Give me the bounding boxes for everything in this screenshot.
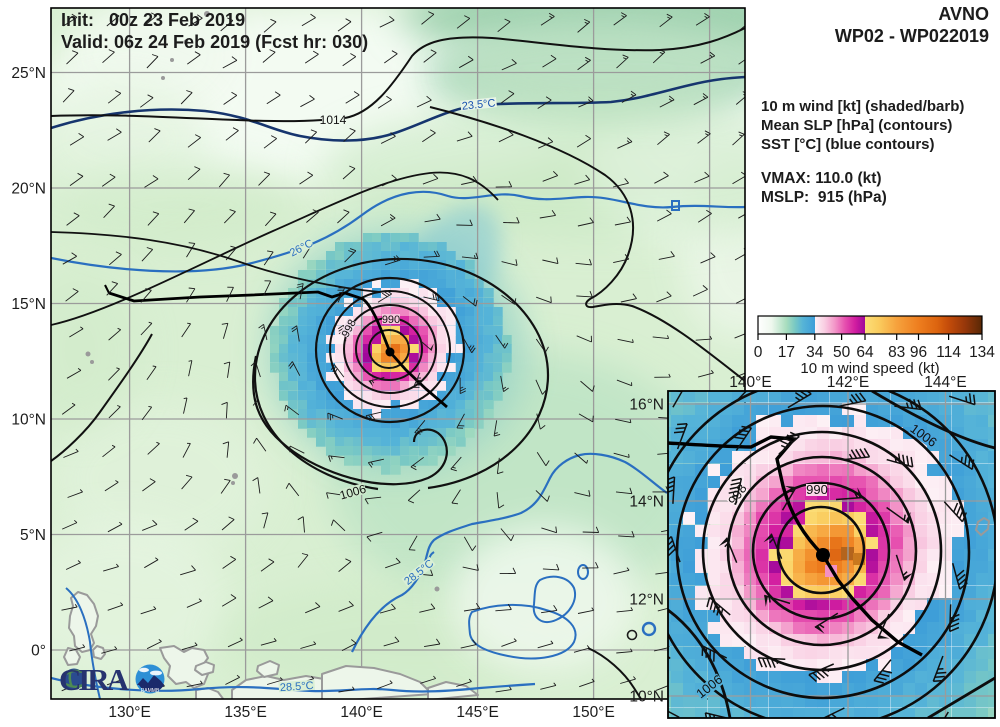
svg-text:142°E: 142°E [827,374,869,391]
svg-text:Init: 00z 23 Feb 2019: Init: 00z 23 Feb 2019 [61,10,245,30]
svg-text:83: 83 [888,344,905,361]
svg-text:15°N: 15°N [11,296,46,313]
svg-text:17: 17 [778,344,795,361]
svg-text:WP02 - WP022019: WP02 - WP022019 [835,26,989,46]
svg-text:Mean SLP [hPa] (contours): Mean SLP [hPa] (contours) [761,117,952,134]
svg-text:SST [°C] (blue contours): SST [°C] (blue contours) [761,136,935,153]
svg-text:1014: 1014 [320,113,347,127]
svg-text:145°E: 145°E [456,704,498,721]
svg-text:990: 990 [806,482,828,497]
svg-text:Valid: 06z 24 Feb 2019 (Fcst h: Valid: 06z 24 Feb 2019 (Fcst hr: 030) [61,32,368,52]
svg-text:25°N: 25°N [11,65,46,82]
svg-text:990: 990 [382,314,400,326]
svg-text:114: 114 [936,344,961,361]
svg-text:5°N: 5°N [20,527,46,544]
svg-text:150°E: 150°E [572,704,614,721]
svg-text:96: 96 [910,344,927,361]
svg-text:0: 0 [754,344,763,361]
svg-text:64: 64 [856,344,874,361]
svg-text:10 m wind [kt] (shaded/barb): 10 m wind [kt] (shaded/barb) [761,98,964,115]
svg-text:134: 134 [969,344,995,361]
svg-text:0°: 0° [31,643,46,660]
svg-text:135°E: 135°E [224,704,266,721]
svg-text:AVNO: AVNO [938,4,989,24]
svg-text:12°N: 12°N [629,592,664,609]
svg-text:10°N: 10°N [11,412,46,429]
svg-text:10 m wind speed (kt): 10 m wind speed (kt) [800,360,939,377]
svg-text:28.5°C: 28.5°C [280,680,315,694]
svg-text:144°E: 144°E [924,374,966,391]
svg-text:16°N: 16°N [629,397,664,414]
svg-text:RAMMB: RAMMB [141,688,160,694]
svg-text:CIRA: CIRA [59,662,130,697]
svg-text:23.5°C: 23.5°C [461,97,496,112]
svg-text:VMAX: 110.0 (kt): VMAX: 110.0 (kt) [761,170,882,187]
svg-text:130°E: 130°E [108,704,150,721]
svg-text:50: 50 [833,344,851,361]
svg-text:140°E: 140°E [340,704,382,721]
svg-text:14°N: 14°N [629,494,664,511]
svg-text:MSLP: 915 (hPa): MSLP: 915 (hPa) [761,189,887,206]
svg-text:10°N: 10°N [629,689,664,706]
svg-text:20°N: 20°N [11,181,46,198]
svg-text:140°E: 140°E [729,374,771,391]
svg-text:34: 34 [806,344,824,361]
